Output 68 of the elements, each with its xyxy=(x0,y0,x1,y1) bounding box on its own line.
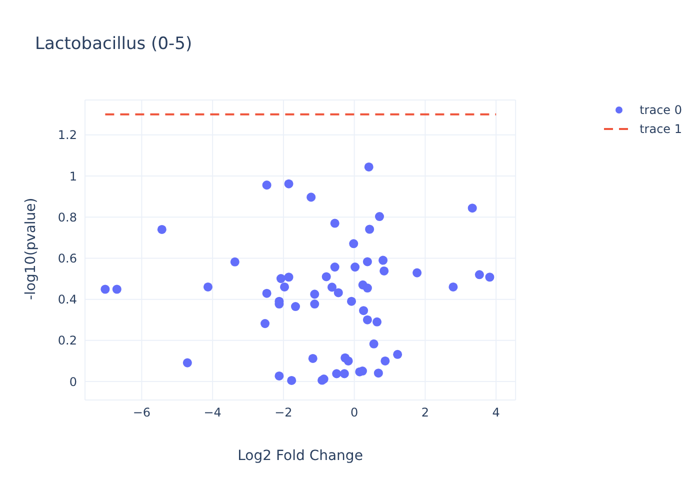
y-tick-label: 1.2 xyxy=(58,128,77,142)
point xyxy=(182,358,192,368)
point xyxy=(287,376,296,385)
point xyxy=(340,369,349,378)
point xyxy=(374,212,384,222)
point xyxy=(276,274,286,284)
y-tick-label: 1 xyxy=(69,169,77,184)
x-tick-label: 2 xyxy=(421,406,430,420)
point xyxy=(362,315,372,324)
x-tick-label: −2 xyxy=(274,406,292,420)
point xyxy=(362,284,372,293)
point xyxy=(284,272,294,282)
point xyxy=(284,179,294,188)
y-tick-label: 0 xyxy=(69,374,77,389)
point xyxy=(359,306,368,316)
point xyxy=(485,272,494,282)
point xyxy=(306,192,316,202)
point xyxy=(364,162,374,172)
point xyxy=(334,288,343,298)
point xyxy=(346,296,356,306)
point xyxy=(330,218,340,228)
point xyxy=(100,284,110,294)
y-tick-label: 0.4 xyxy=(58,292,77,307)
point xyxy=(327,282,337,292)
point xyxy=(468,204,477,213)
point xyxy=(332,369,342,378)
point xyxy=(260,319,270,328)
y-axis-title: -log10(pvalue) xyxy=(22,198,39,300)
point xyxy=(369,339,378,348)
point xyxy=(350,262,360,272)
y-tick-label: 0.2 xyxy=(58,334,77,348)
y-tick-label: 0.6 xyxy=(58,251,77,266)
point xyxy=(203,282,212,292)
x-tick-label: 4 xyxy=(492,406,500,420)
point xyxy=(378,256,388,265)
legend-label: trace 0 xyxy=(640,102,682,116)
point xyxy=(280,282,290,292)
point xyxy=(112,284,122,294)
legend-label: trace 1 xyxy=(640,122,682,136)
point xyxy=(330,262,340,272)
point xyxy=(274,371,284,380)
point xyxy=(412,268,422,278)
y-tick-label: 0.8 xyxy=(58,210,77,224)
point xyxy=(262,288,272,298)
point xyxy=(230,257,240,266)
point xyxy=(365,224,374,234)
x-tick-label: 0 xyxy=(350,406,358,420)
point xyxy=(310,290,320,299)
point xyxy=(262,180,272,190)
point xyxy=(374,368,383,378)
point xyxy=(380,266,389,276)
point xyxy=(344,356,353,366)
point xyxy=(349,239,358,248)
point xyxy=(157,224,166,234)
point xyxy=(448,282,458,292)
point xyxy=(372,317,382,326)
point xyxy=(322,272,331,282)
chart-title: Lactobacillus (0-5) xyxy=(35,34,192,54)
x-tick-label: −4 xyxy=(204,406,222,420)
x-tick-label: −6 xyxy=(132,406,151,420)
point xyxy=(474,270,484,280)
point xyxy=(362,257,372,266)
point xyxy=(308,354,318,363)
point xyxy=(290,302,300,312)
point xyxy=(393,350,402,359)
point xyxy=(380,356,390,366)
point xyxy=(310,300,320,309)
x-axis-title: Log2 Fold Change xyxy=(238,448,363,464)
